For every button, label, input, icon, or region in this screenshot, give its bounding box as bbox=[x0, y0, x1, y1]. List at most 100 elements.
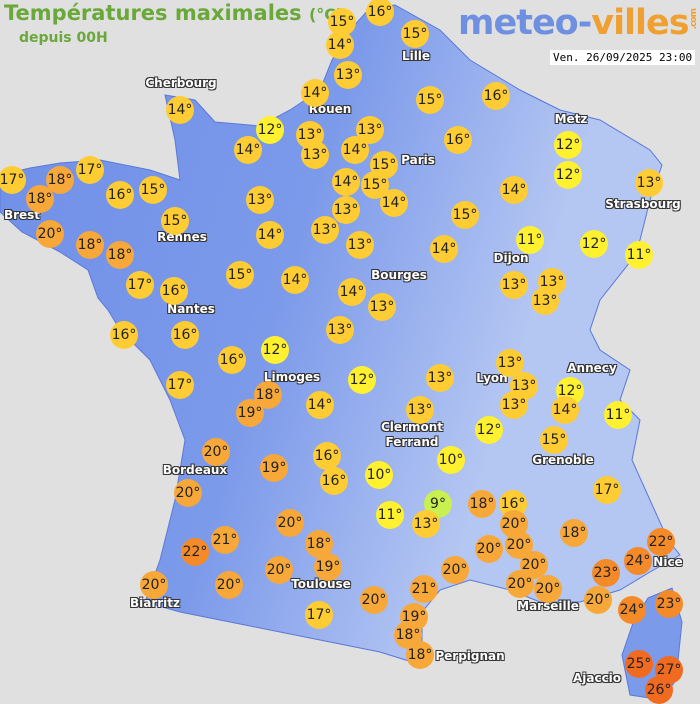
temperature-value: 13° bbox=[247, 192, 273, 208]
temperature-value: 17° bbox=[167, 377, 193, 393]
temperature-value: 20° bbox=[535, 581, 561, 597]
temperature-marker: 20° bbox=[506, 570, 534, 598]
temperature-value: 12° bbox=[262, 342, 288, 358]
temperature-value: 12° bbox=[557, 383, 583, 399]
temperature-marker: 16° bbox=[110, 321, 138, 349]
temperature-marker: 13° bbox=[500, 271, 528, 299]
city-label: Ferrand bbox=[385, 435, 439, 449]
temperature-value: 14° bbox=[302, 85, 328, 101]
city-label: Cherbourg bbox=[145, 76, 217, 90]
temperature-marker: 16° bbox=[313, 442, 341, 470]
temperature-value: 20° bbox=[216, 577, 242, 593]
temperature-marker: 14° bbox=[332, 168, 360, 196]
temperature-value: 15° bbox=[541, 432, 567, 448]
temperature-marker: 16° bbox=[171, 321, 199, 349]
temperature-value: 20° bbox=[266, 562, 292, 578]
temperature-value: 13° bbox=[347, 237, 373, 253]
city-label: Nice bbox=[653, 555, 683, 569]
temperature-marker: 18° bbox=[76, 231, 104, 259]
temperature-marker: 15° bbox=[416, 86, 444, 114]
temperature-marker: 12° bbox=[554, 161, 582, 189]
temperature-marker: 14° bbox=[256, 221, 284, 249]
temperature-value: 13° bbox=[312, 222, 338, 238]
temperature-marker: 17° bbox=[0, 166, 26, 194]
temperature-marker: 12° bbox=[475, 416, 503, 444]
temperature-marker: 13° bbox=[406, 396, 434, 424]
temperature-marker: 25° bbox=[625, 650, 653, 678]
temperature-marker: 19° bbox=[314, 553, 342, 581]
temperature-value: 14° bbox=[307, 397, 333, 413]
temperature-marker: 14° bbox=[551, 396, 579, 424]
temperature-value: 13° bbox=[532, 293, 558, 309]
city-label: Strasbourg bbox=[605, 197, 681, 211]
city-label: Metz bbox=[554, 112, 588, 126]
temperature-value: 14° bbox=[333, 174, 359, 190]
date-stamp: Ven. 26/09/2025 23:00 bbox=[550, 50, 696, 65]
city-label: Lille bbox=[401, 49, 431, 63]
temperature-value: 17° bbox=[77, 162, 103, 178]
temperature-value: 20° bbox=[442, 562, 468, 578]
temperature-marker: 23° bbox=[655, 590, 683, 618]
temperature-marker: 13° bbox=[531, 287, 559, 315]
temperature-marker: 14° bbox=[326, 31, 354, 59]
temperature-marker: 13° bbox=[311, 216, 339, 244]
temperature-value: 18° bbox=[407, 647, 433, 663]
temperature-value: 14° bbox=[257, 227, 283, 243]
temperature-value: 15° bbox=[362, 177, 388, 193]
temperature-marker: 18° bbox=[394, 621, 422, 649]
temperature-marker: 18° bbox=[305, 530, 333, 558]
temperature-value: 17° bbox=[0, 172, 25, 188]
temperature-value: 19° bbox=[261, 460, 287, 476]
temperature-marker: 14° bbox=[500, 176, 528, 204]
temperature-marker: 19° bbox=[260, 454, 288, 482]
temperature-marker: 21° bbox=[410, 575, 438, 603]
temperature-marker: 15° bbox=[401, 20, 429, 48]
temperature-value: 15° bbox=[402, 26, 428, 42]
temperature-marker: 15° bbox=[139, 176, 167, 204]
temperature-marker: 21° bbox=[211, 526, 239, 554]
logo-part1: meteo- bbox=[458, 3, 592, 43]
temperature-marker: 22° bbox=[181, 538, 209, 566]
temperature-value: 14° bbox=[235, 142, 261, 158]
temperature-marker: 23° bbox=[592, 559, 620, 587]
temperature-value: 21° bbox=[411, 581, 437, 597]
temperature-value: 18° bbox=[306, 536, 332, 552]
temperature-marker: 20° bbox=[140, 571, 168, 599]
temperature-marker: 20° bbox=[202, 438, 230, 466]
city-label: Bordeaux bbox=[162, 463, 228, 477]
city-label: Limoges bbox=[263, 370, 321, 384]
temperature-value: 13° bbox=[511, 378, 537, 394]
temperature-marker: 16° bbox=[160, 277, 188, 305]
temperature-marker: 20° bbox=[441, 556, 469, 584]
temperature-value: 12° bbox=[349, 372, 375, 388]
temperature-value: 12° bbox=[555, 137, 581, 153]
temperature-marker: 17° bbox=[593, 476, 621, 504]
temperature-marker: 20° bbox=[265, 556, 293, 584]
temperature-marker: 20° bbox=[534, 575, 562, 603]
temperature-marker: 14° bbox=[380, 189, 408, 217]
temperature-value: 20° bbox=[507, 576, 533, 592]
temperature-value: 14° bbox=[431, 241, 457, 257]
temperature-marker: 12° bbox=[348, 366, 376, 394]
temperature-marker: 16° bbox=[444, 126, 472, 154]
temperature-value: 25° bbox=[626, 656, 652, 672]
temperature-value: 13° bbox=[333, 202, 359, 218]
temperature-value: 13° bbox=[427, 370, 453, 386]
temperature-value: 16° bbox=[483, 88, 509, 104]
temperature-value: 12° bbox=[476, 422, 502, 438]
temperature-value: 23° bbox=[593, 565, 619, 581]
temperature-value: 13° bbox=[357, 122, 383, 138]
temperature-marker: 14° bbox=[234, 136, 262, 164]
temperature-marker: 10° bbox=[437, 446, 465, 474]
temperature-value: 20° bbox=[521, 557, 547, 573]
temperature-marker: 13° bbox=[326, 316, 354, 344]
temperature-marker: 24° bbox=[624, 547, 652, 575]
temperature-marker: 12° bbox=[554, 131, 582, 159]
temperature-value: 15° bbox=[452, 207, 478, 223]
temperature-marker: 13° bbox=[538, 268, 566, 296]
temperature-value: 13° bbox=[407, 402, 433, 418]
temperature-marker: 13° bbox=[332, 196, 360, 224]
temperature-marker: 18° bbox=[406, 641, 434, 669]
temperature-marker: 17° bbox=[126, 271, 154, 299]
temperature-value: 12° bbox=[555, 167, 581, 183]
